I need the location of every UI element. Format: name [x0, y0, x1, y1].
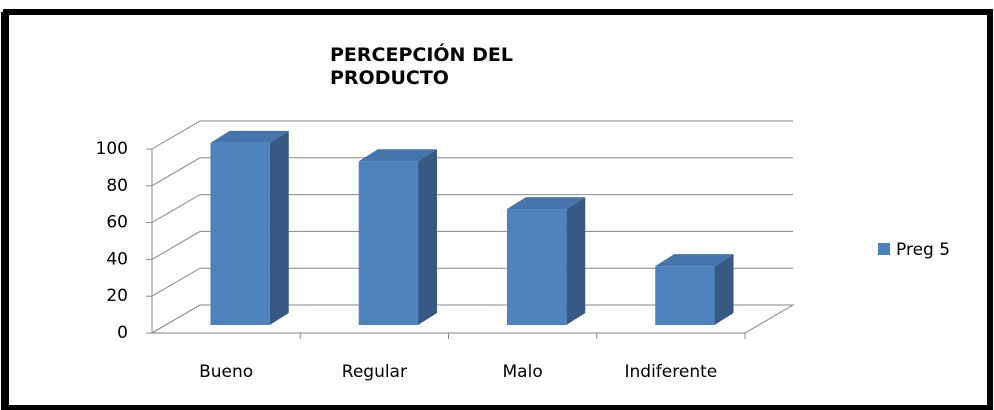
legend-swatch	[878, 243, 890, 255]
bar-top	[655, 254, 734, 267]
legend-label: Preg 5	[896, 240, 950, 260]
bar	[210, 142, 270, 325]
bar-top	[506, 197, 586, 210]
bar-top	[210, 130, 289, 143]
bar-side	[714, 254, 734, 325]
grid-line	[151, 157, 793, 187]
y-tick-label: 100	[96, 139, 128, 159]
y-tick-label: 20	[106, 286, 128, 306]
y-tick-label: 80	[106, 176, 128, 196]
x-tick-label: Indiferente	[625, 362, 718, 382]
bar-side	[566, 197, 586, 325]
grid-line	[151, 304, 793, 334]
bar	[655, 266, 715, 325]
x-tick-label: Bueno	[199, 362, 253, 382]
bar-side	[418, 149, 438, 325]
x-tick-label: Malo	[503, 362, 543, 382]
grid-line	[151, 194, 793, 224]
y-tick-label: 60	[106, 213, 128, 233]
bar-top	[358, 149, 438, 162]
bar-side	[269, 130, 289, 325]
frame-edge	[1, 12, 9, 410]
grid-line	[151, 267, 793, 297]
bar	[506, 209, 567, 325]
frame	[3, 9, 993, 410]
grid-line	[151, 230, 793, 260]
y-tick-label: 0	[117, 323, 128, 343]
grid-line	[151, 120, 793, 150]
bar	[358, 161, 419, 325]
y-tick-label: 40	[106, 249, 128, 269]
x-tick-label: Regular	[342, 362, 407, 382]
chart-title: PERCEPCIÓN DEL PRODUCTO	[330, 44, 513, 89]
